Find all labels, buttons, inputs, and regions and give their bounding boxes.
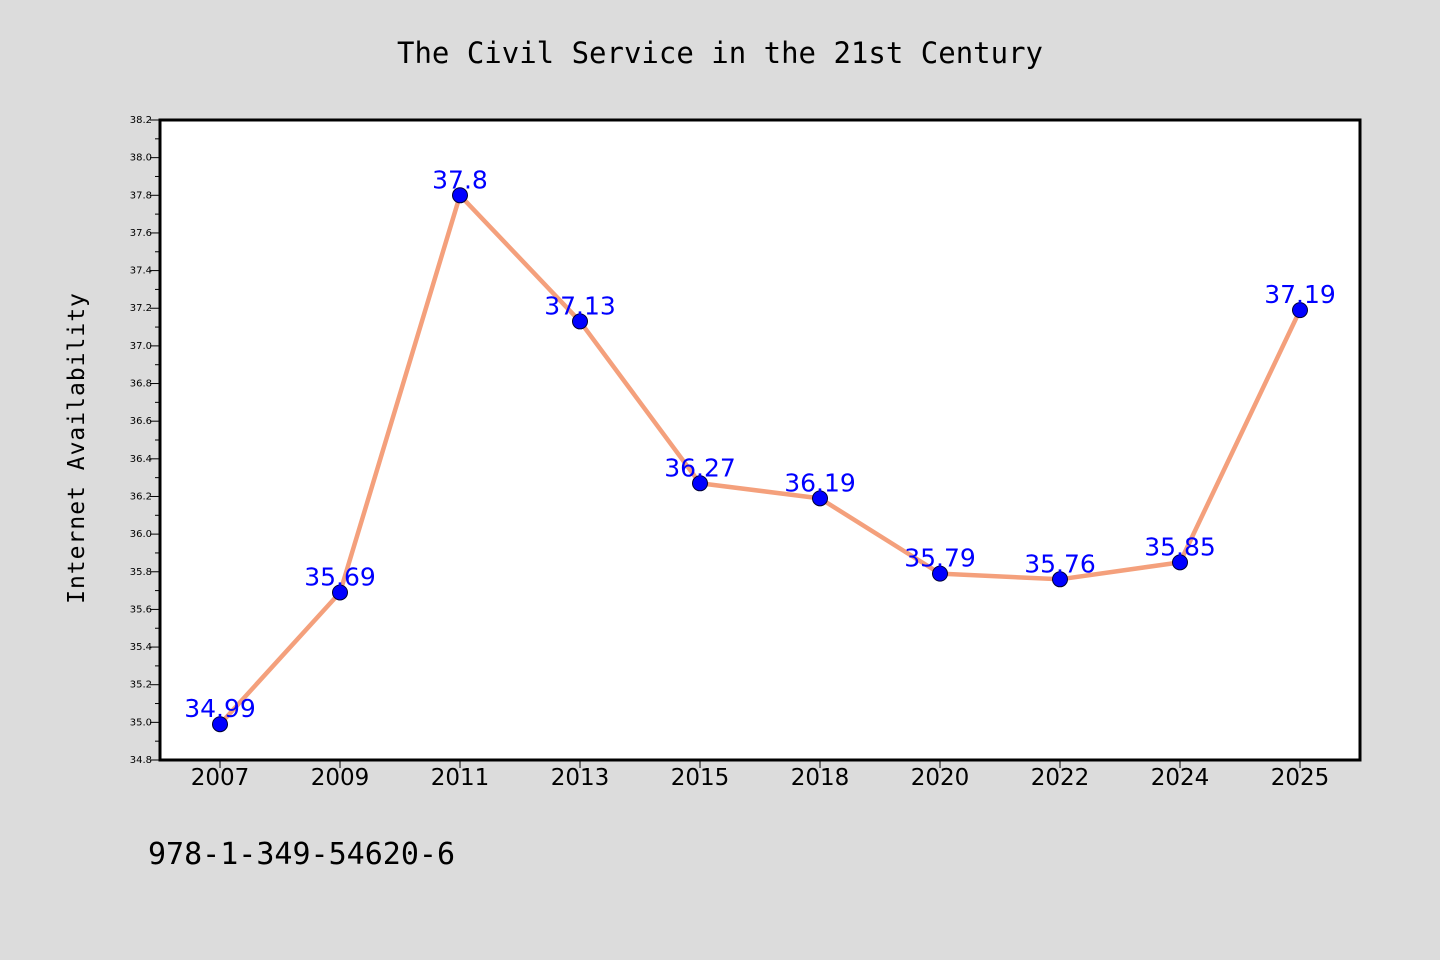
y-tick-label: 37.6 xyxy=(130,228,152,239)
footer-code: 978-1-349-54620-6 xyxy=(148,837,455,872)
data-label: 37.8 xyxy=(432,165,488,194)
series-line xyxy=(217,193,1303,727)
x-tick-label: 2009 xyxy=(311,765,370,791)
x-axis: 2007 2009 2011 2013 2015 2018 2020 2022 2024 2025 xyxy=(191,760,1330,791)
data-label: 34.99 xyxy=(184,694,256,723)
data-point xyxy=(1172,554,1188,571)
y-tick-label: 36.0 xyxy=(130,529,152,540)
y-tick-label: 36.2 xyxy=(130,491,152,502)
y-axis-label: Internet Availability xyxy=(64,292,90,604)
y-tick-label: 37.2 xyxy=(130,303,152,314)
series: 34.99 35.69 37.8 37.13 36.27 36.19 35.79 35.76 3… xyxy=(184,165,1336,733)
y-tick-label: 35.0 xyxy=(130,717,152,728)
x-tick-label: 2024 xyxy=(1151,765,1210,791)
y-tick-label: 36.4 xyxy=(130,454,152,465)
y-axis: 34.8 35.0 35.2 35.4 35.6 35.8 36.0 36.2 36.4 36.6… xyxy=(130,115,160,766)
y-tick-label: 37.0 xyxy=(130,341,152,352)
y-tick-label: 37.8 xyxy=(130,190,152,201)
data-label: 35.69 xyxy=(304,562,376,591)
x-tick-label: 2007 xyxy=(191,765,250,791)
y-tick-label: 34.8 xyxy=(130,755,152,766)
y-tick-label: 37.4 xyxy=(130,266,152,277)
data-point xyxy=(692,475,708,492)
y-tick-label: 38.2 xyxy=(130,115,152,126)
y-tick-label: 35.2 xyxy=(130,680,152,691)
plot-area xyxy=(160,120,1360,760)
x-tick-label: 2015 xyxy=(671,765,730,791)
x-tick-label: 2011 xyxy=(431,765,490,791)
data-label: 35.76 xyxy=(1024,549,1096,578)
data-point xyxy=(1292,302,1308,319)
data-point xyxy=(812,490,828,507)
data-point xyxy=(332,584,348,601)
x-tick-label: 2022 xyxy=(1031,765,1090,791)
y-tick-label: 35.4 xyxy=(130,642,152,653)
data-point xyxy=(572,313,588,330)
data-label: 35.79 xyxy=(904,544,976,573)
x-tick-label: 2025 xyxy=(1271,765,1330,791)
y-tick-label: 38.0 xyxy=(130,153,152,164)
x-tick-label: 2020 xyxy=(911,765,970,791)
chart-title: The Civil Service in the 21st Century xyxy=(397,36,1043,70)
x-tick-label: 2018 xyxy=(791,765,850,791)
data-label: 36.19 xyxy=(784,468,856,497)
y-tick-label: 35.6 xyxy=(130,604,152,615)
y-tick-label: 35.8 xyxy=(130,567,152,578)
data-label: 35.85 xyxy=(1144,532,1216,561)
plot-frame xyxy=(158,118,1362,762)
data-label: 37.19 xyxy=(1264,280,1336,309)
data-point xyxy=(212,716,228,733)
data-point xyxy=(1052,571,1068,588)
x-tick-label: 2013 xyxy=(551,765,610,791)
data-label: 36.27 xyxy=(664,453,736,482)
data-point xyxy=(452,187,468,204)
data-label: 37.13 xyxy=(544,291,616,320)
y-tick-label: 36.6 xyxy=(130,416,152,427)
y-tick-label: 36.8 xyxy=(130,379,152,390)
data-point xyxy=(932,565,948,582)
